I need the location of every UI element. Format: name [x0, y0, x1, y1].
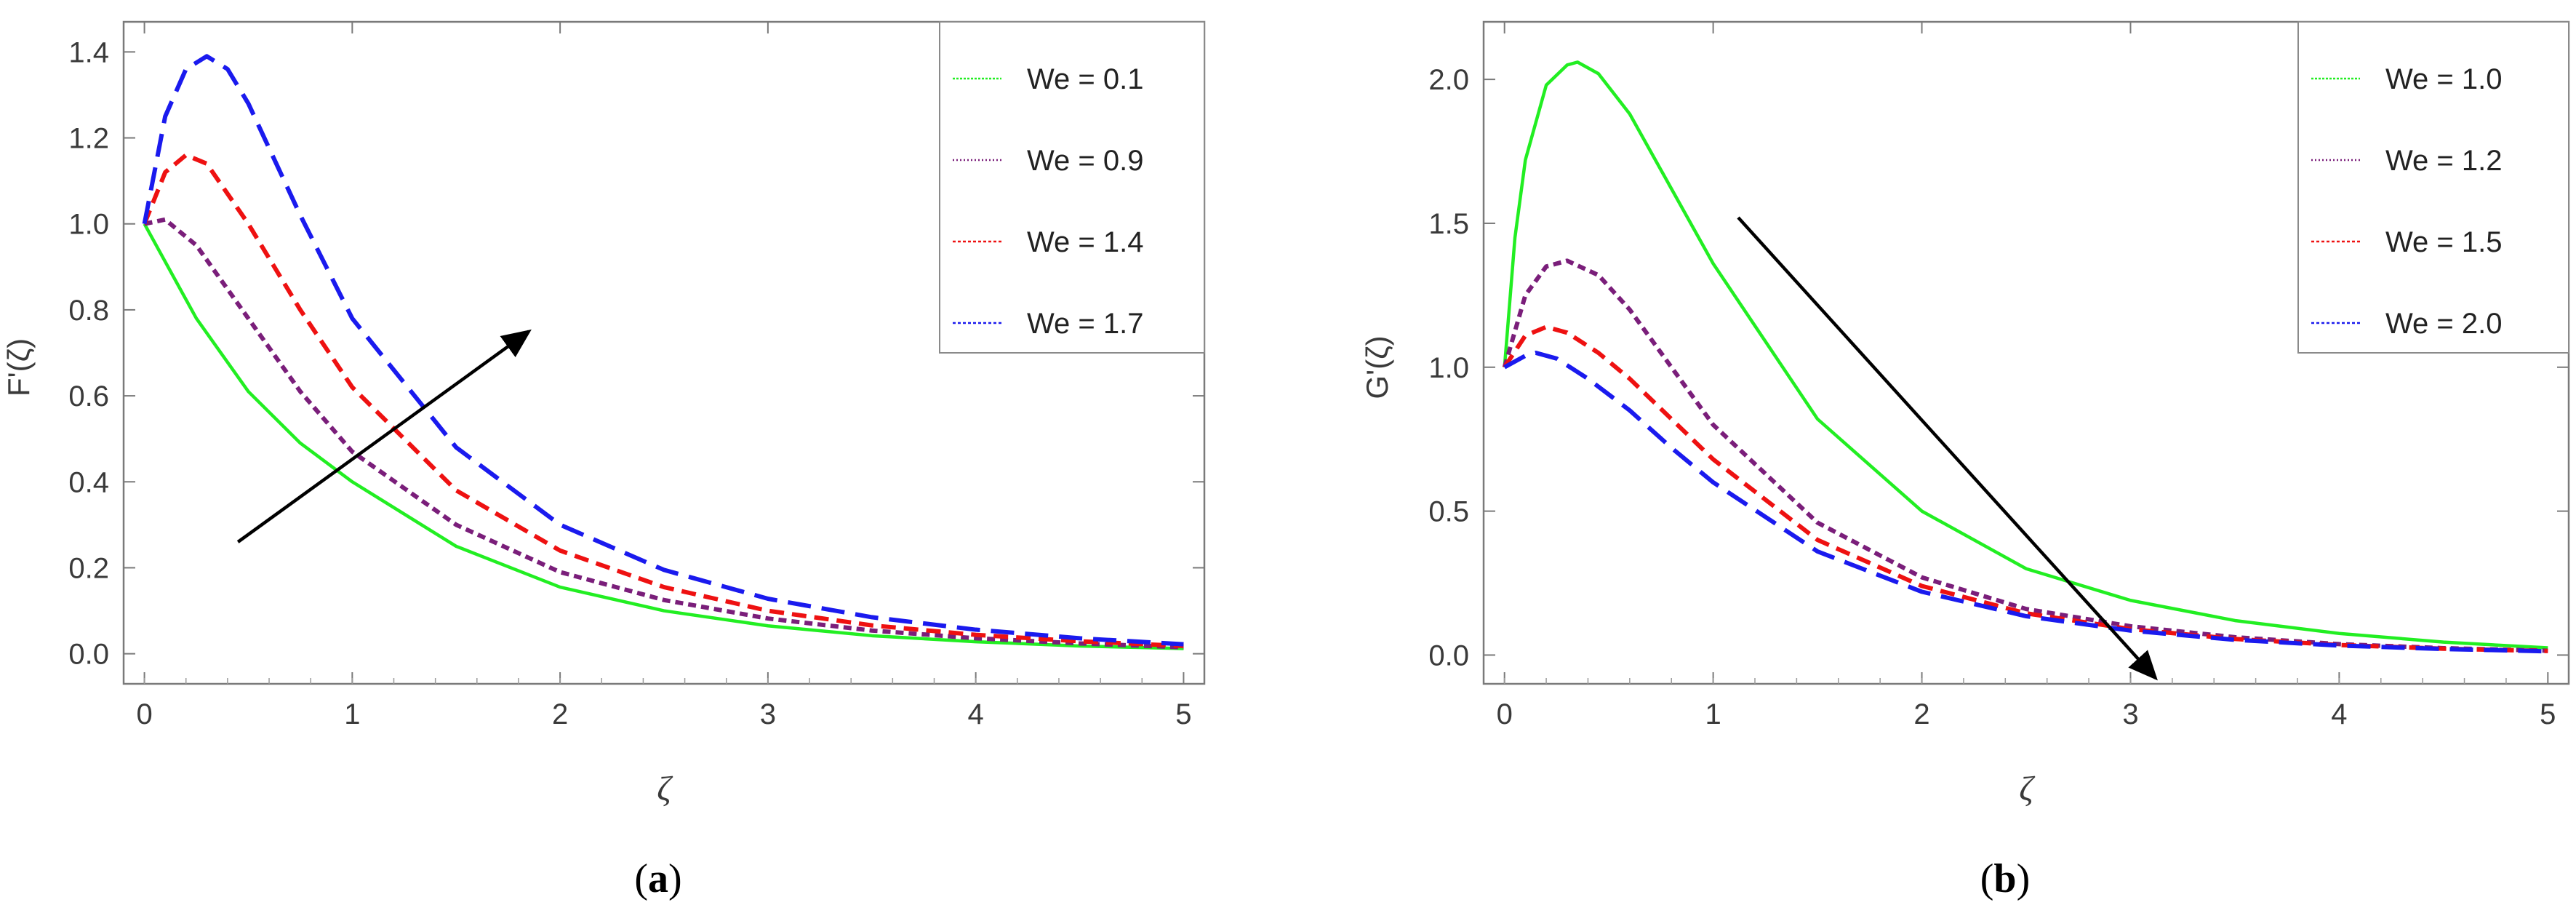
y-tick-label: 1.2 — [68, 123, 109, 155]
x-tick-label: 3 — [2122, 698, 2138, 730]
legend-label: We = 1.5 — [2385, 226, 2502, 258]
legend-label: We = 1.7 — [1027, 308, 1143, 340]
y-tick-label: 0.2 — [68, 552, 109, 584]
caption-b-letter: b — [1993, 856, 2016, 901]
y-axis-title: F'(ζ) — [1, 338, 36, 396]
legend: We = 0.1 We = 0.9 We = 1.4 We = 1.7 — [939, 21, 1205, 354]
y-tick-label: 0.0 — [68, 639, 109, 671]
legend: We = 1.0 We = 1.2 We = 1.5 We = 2.0 — [2297, 21, 2569, 354]
series-line-4 — [1503, 351, 2548, 654]
x-tick-label: 2 — [1913, 698, 1929, 730]
x-tick-label: 4 — [2331, 698, 2347, 730]
chart-panel-a: 0 1 2 3 4 5 0.0 0.2 0.4 0.6 0.8 1.0 1.2 1.4 ζ F'(ζ) We =… — [1, 20, 1206, 808]
series-line-3 — [1503, 324, 2548, 653]
legend-label: We = 0.9 — [1027, 145, 1143, 177]
y-tick-label: 0.5 — [1428, 496, 1469, 528]
legend-label: We = 1.4 — [1027, 226, 1143, 258]
series-line-1 — [1503, 60, 2548, 650]
legend-box — [939, 21, 1205, 354]
y-tick-label: 1.4 — [68, 36, 109, 68]
x-tick-label: 3 — [760, 698, 776, 730]
y-tick-label: 0.6 — [68, 380, 109, 412]
x-tick-label: 5 — [1175, 698, 1191, 730]
x-tick-label: 1 — [344, 698, 360, 730]
series-line-2 — [143, 217, 1184, 650]
x-axis-title: ζ — [657, 770, 673, 808]
legend-label: We = 2.0 — [2385, 308, 2502, 340]
legend-label: We = 1.2 — [2385, 145, 2502, 177]
y-tick-label: 2.0 — [1428, 64, 1469, 96]
y-tick-label: 1.0 — [1428, 352, 1469, 384]
y-tick-label: 0.8 — [68, 295, 109, 327]
trend-arrow — [236, 329, 532, 543]
y-tick-label: 0.4 — [68, 466, 109, 498]
legend-box — [2297, 21, 2569, 354]
y-tick-label: 0.0 — [1428, 639, 1469, 671]
x-tick-label: 4 — [968, 698, 984, 730]
caption-a: (a) — [634, 856, 681, 901]
x-tick-label: 1 — [1705, 698, 1721, 730]
caption-a-letter: a — [648, 856, 668, 901]
series-line-1 — [143, 223, 1184, 650]
x-tick-label: 5 — [2540, 698, 2556, 730]
y-tick-label: 1.0 — [68, 209, 109, 241]
trend-arrow — [1737, 216, 2158, 681]
y-axis-title: G'(ζ) — [1360, 335, 1394, 399]
x-tick-label: 0 — [136, 698, 152, 730]
x-tick-label: 0 — [1497, 698, 1513, 730]
legend-label: We = 0.1 — [1027, 63, 1143, 95]
series-line-4 — [142, 54, 1184, 647]
legend-label: We = 1.0 — [2385, 63, 2502, 95]
x-tick-label: 2 — [552, 698, 568, 730]
y-tick-label: 1.5 — [1428, 208, 1469, 240]
x-axis-title: ζ — [2019, 770, 2036, 808]
caption-b: (b) — [1980, 856, 2030, 901]
chart-panel-b: 0 1 2 3 4 50.00.51.01.52.0ζG'(ζ)We = 1.0We = … — [1360, 20, 2570, 808]
